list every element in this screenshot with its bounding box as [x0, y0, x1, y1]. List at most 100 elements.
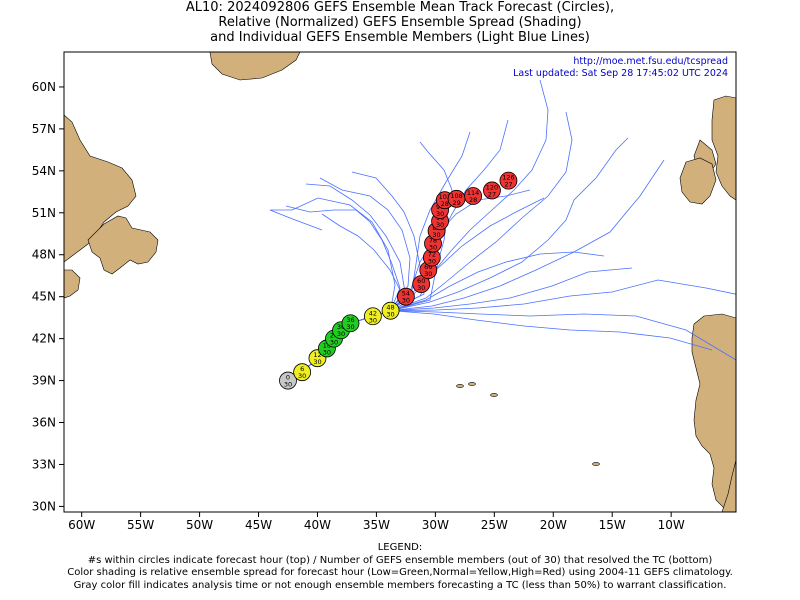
- member-track-11: [287, 279, 736, 381]
- lon-tick-label: 20W: [540, 518, 567, 532]
- forecast-hour-label: 108: [450, 192, 462, 200]
- member-count-label: 27: [488, 190, 496, 198]
- track-point-hour-0[interactable]: 030: [279, 371, 297, 390]
- track-circle: [412, 275, 431, 293]
- title-line-1: AL10: 2024092806 GEFS Ensemble Mean Trac…: [185, 0, 615, 15]
- forecast-hour-label: 48: [386, 304, 394, 312]
- member-count-label: 30: [432, 231, 440, 239]
- forecast-hour-label: 60: [417, 277, 425, 285]
- track-circle: [381, 301, 400, 320]
- member-count-label: 30: [428, 258, 436, 266]
- chart-title: AL10: 2024092806 GEFS Ensemble Mean Trac…: [0, 0, 800, 45]
- lon-tick-label: 45W: [245, 518, 272, 532]
- member-count-label: 30: [436, 221, 444, 229]
- member-count-label: 30: [346, 323, 354, 331]
- island-azores-2: [468, 382, 476, 386]
- legend-line-gray: Gray color fill indicates analysis time …: [73, 579, 727, 591]
- track-circle: [483, 181, 501, 200]
- forecast-hour-label: 30: [337, 323, 345, 331]
- forecast-hour-label: 0: [286, 374, 290, 382]
- lon-tick-label: 10W: [658, 518, 685, 532]
- forecast-hour-label: 66: [424, 263, 432, 271]
- map-frame: [63, 51, 737, 513]
- land-greenland: [209, 52, 301, 81]
- land-africa-coast: [721, 459, 736, 512]
- lon-tick-label: 25W: [481, 518, 508, 532]
- member-count-label: 30: [369, 316, 377, 324]
- member-track-3: [287, 177, 411, 381]
- track-circle: [499, 171, 518, 190]
- track-circle: [279, 371, 297, 390]
- member-track-2: [287, 183, 406, 381]
- lat-tick-label: 57N: [32, 122, 56, 136]
- legend-heading: LEGEND:: [377, 542, 423, 553]
- forecast-hour-label: 72: [428, 251, 436, 259]
- track-point-hour-6[interactable]: 630: [293, 363, 312, 382]
- member-count-label: 30: [313, 358, 321, 366]
- forecast-hour-label: 126: [502, 174, 514, 182]
- lat-tick-label: 33N: [32, 457, 56, 471]
- lon-tick-label: 35W: [363, 518, 390, 532]
- forecast-hour-label: 18: [323, 341, 331, 349]
- lat-tick-label: 36N: [32, 416, 56, 430]
- land-iberia: [691, 313, 736, 512]
- member-count-label: 30: [298, 372, 306, 380]
- member-count-label: 30: [330, 339, 338, 347]
- forecast-hour-label: 102: [439, 193, 451, 201]
- member-count-label: 30: [429, 244, 437, 252]
- forecast-hour-label: 78: [429, 237, 437, 245]
- track-circle: [293, 363, 312, 382]
- member-count-label: 28: [441, 200, 449, 208]
- forecast-hour-label: 12: [313, 351, 321, 359]
- land-newfoundland: [87, 215, 159, 275]
- island-azores-3: [490, 393, 498, 397]
- track-circle: [396, 287, 415, 306]
- member-count-label: 30: [284, 381, 292, 389]
- lon-tick-label: 30W: [422, 518, 449, 532]
- land-labrador-coast: [64, 114, 137, 263]
- forecast-hour-label: 6: [300, 365, 304, 373]
- title-line-3: and Individual GEFS Ensemble Members (Li…: [210, 30, 590, 45]
- source-url[interactable]: http://moe.met.fsu.edu/tcspread: [573, 56, 728, 67]
- member-count-label: 30: [402, 297, 410, 305]
- lon-tick-label: 60W: [68, 518, 95, 532]
- map-axes: 60W 55W 50W 45W 40W 35W 30W 25W 20W 15W 10W 60N 57N 5…: [32, 80, 685, 532]
- forecast-hour-label: 42: [369, 309, 377, 317]
- ensemble-mean-track: 0306301230183024303030363042304830543060…: [279, 171, 518, 390]
- forecast-hour-label: 54: [402, 290, 410, 298]
- lat-tick-label: 45N: [32, 290, 56, 304]
- legend-line-shading: Color shading is relative ensemble sprea…: [67, 567, 733, 578]
- lat-tick-label: 54N: [32, 164, 56, 178]
- member-count-label: 30: [337, 330, 345, 338]
- lon-tick-label: 15W: [599, 518, 626, 532]
- member-count-label: 30: [386, 311, 394, 319]
- member-count-label: 30: [323, 348, 331, 356]
- member-track-5: [287, 119, 509, 381]
- land-nova-scotia: [64, 269, 81, 299]
- land-ireland: [679, 157, 717, 205]
- member-count-label: 30: [424, 270, 432, 278]
- forecast-hour-label: 36: [346, 316, 354, 324]
- track-circle: [464, 187, 482, 205]
- member-count-label: 30: [417, 284, 425, 292]
- member-track-20: [287, 251, 605, 381]
- legend: LEGEND: #s within circles indicate forec…: [0, 542, 800, 592]
- lat-tick-label: 30N: [32, 499, 56, 513]
- member-track-19: [287, 213, 403, 381]
- lon-tick-label: 50W: [186, 518, 213, 532]
- lon-tick-label: 55W: [127, 518, 154, 532]
- lat-tick-label: 60N: [32, 80, 56, 94]
- land-masses: [64, 52, 736, 512]
- lat-tick-label: 51N: [32, 206, 56, 220]
- track-circle: [363, 307, 382, 326]
